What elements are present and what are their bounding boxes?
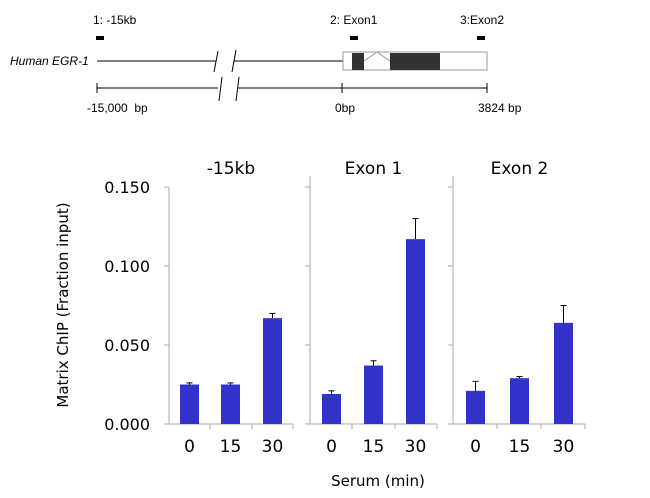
gene-label: Human EGR-1 xyxy=(10,54,89,68)
scale-label-start: -15,000 bp xyxy=(87,101,148,115)
bar xyxy=(322,393,341,424)
gene-diagram: 1: -15kb 2: Exon1 3:Exon2 Human EGR-1 -1… xyxy=(10,13,522,115)
x-tick-label: 0 xyxy=(184,437,195,457)
bar xyxy=(263,318,282,424)
break-mark xyxy=(235,76,240,102)
bar xyxy=(180,384,199,424)
x-tick-label: 30 xyxy=(405,437,427,457)
intron-line xyxy=(363,51,391,62)
y-tick-label: 0.050 xyxy=(104,336,150,355)
site-marker-1 xyxy=(96,36,104,40)
exon2-coding xyxy=(390,53,440,70)
break-mark xyxy=(218,76,223,102)
site-marker-2 xyxy=(350,36,358,40)
exon1-coding xyxy=(352,53,364,70)
bar-chart: Matrix ChIP (Fraction input) Serum (min)… xyxy=(54,159,586,490)
bar xyxy=(554,322,573,424)
bar xyxy=(406,239,425,424)
x-tick-label: 15 xyxy=(363,437,385,457)
x-axis-label: Serum (min) xyxy=(331,472,425,490)
y-tick-label: 0.100 xyxy=(104,257,150,276)
bar xyxy=(364,365,383,424)
y-tick-label: 0.150 xyxy=(104,178,150,197)
x-tick-label: 0 xyxy=(326,437,337,457)
x-tick-label: 15 xyxy=(509,437,531,457)
y-axis-label: Matrix ChIP (Fraction input) xyxy=(54,202,72,407)
break-mark xyxy=(213,50,219,73)
site-marker-3 xyxy=(477,36,485,40)
bar xyxy=(466,390,485,424)
site-label-2: 2: Exon1 xyxy=(330,13,378,27)
scale-label-end: 3824 bp xyxy=(478,101,522,115)
x-tick-label: 30 xyxy=(553,437,575,457)
panel-title: Exon 1 xyxy=(345,159,403,179)
x-tick-label: 30 xyxy=(262,437,284,457)
site-label-1: 1: -15kb xyxy=(93,13,137,27)
site-label-3: 3:Exon2 xyxy=(460,13,504,27)
x-tick-label: 0 xyxy=(470,437,481,457)
scale-label-zero: 0bp xyxy=(335,101,355,115)
bar xyxy=(221,384,240,424)
y-tick-label: 0.000 xyxy=(104,415,150,434)
bar xyxy=(510,378,529,424)
x-tick-label: 15 xyxy=(220,437,242,457)
panel-title: -15kb xyxy=(207,159,255,179)
panel-title: Exon 2 xyxy=(491,159,549,179)
